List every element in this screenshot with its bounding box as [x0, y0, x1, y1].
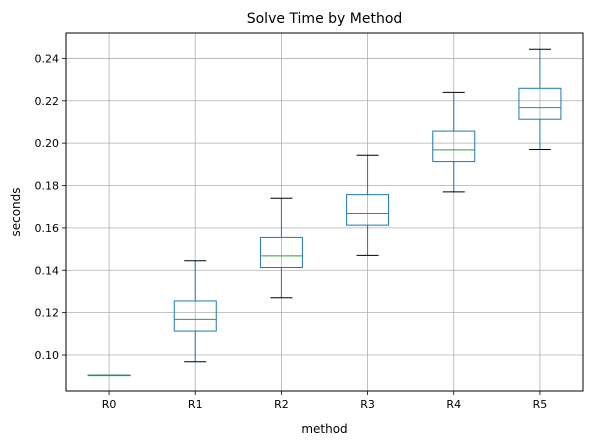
iqr-box	[432, 130, 476, 163]
iqr-box	[518, 87, 562, 120]
grid-layer	[66, 33, 583, 391]
x-tick-label: R0	[102, 398, 117, 411]
box-r5	[518, 48, 562, 151]
y-axis-label: seconds	[9, 187, 23, 236]
x-tick-label: R5	[533, 398, 548, 411]
x-tick-label: R1	[188, 398, 203, 411]
box-layer	[87, 48, 562, 377]
y-tick-label: 0.24	[35, 52, 60, 65]
iqr-box	[346, 194, 390, 226]
y-tick-label: 0.12	[35, 307, 60, 320]
y-tick-label: 0.14	[35, 264, 60, 277]
box-r0	[87, 374, 131, 377]
y-tick-label: 0.20	[35, 137, 60, 150]
box-r1	[173, 260, 217, 363]
iqr-box	[173, 300, 217, 332]
y-tick-label: 0.10	[35, 349, 60, 362]
y-tick-label: 0.18	[35, 180, 60, 193]
x-tick-layer: R0 R1 R2 R3 R4 R5	[102, 391, 547, 411]
box-r4	[432, 91, 476, 193]
y-tick-label: 0.22	[35, 95, 60, 108]
x-tick-label: R3	[360, 398, 375, 411]
x-tick-label: R2	[274, 398, 289, 411]
box-r3	[346, 154, 390, 256]
plot-frame	[65, 32, 584, 392]
box-r2	[259, 197, 303, 299]
y-tick-label: 0.16	[35, 222, 60, 235]
x-tick-label: R4	[446, 398, 461, 411]
x-axis-label: method	[301, 422, 347, 436]
iqr-box	[259, 236, 303, 269]
chart-title: Solve Time by Method	[247, 11, 403, 27]
y-tick-layer: 0.10 0.12 0.14 0.16 0.18 0.20 0.22 0.24	[35, 52, 66, 362]
